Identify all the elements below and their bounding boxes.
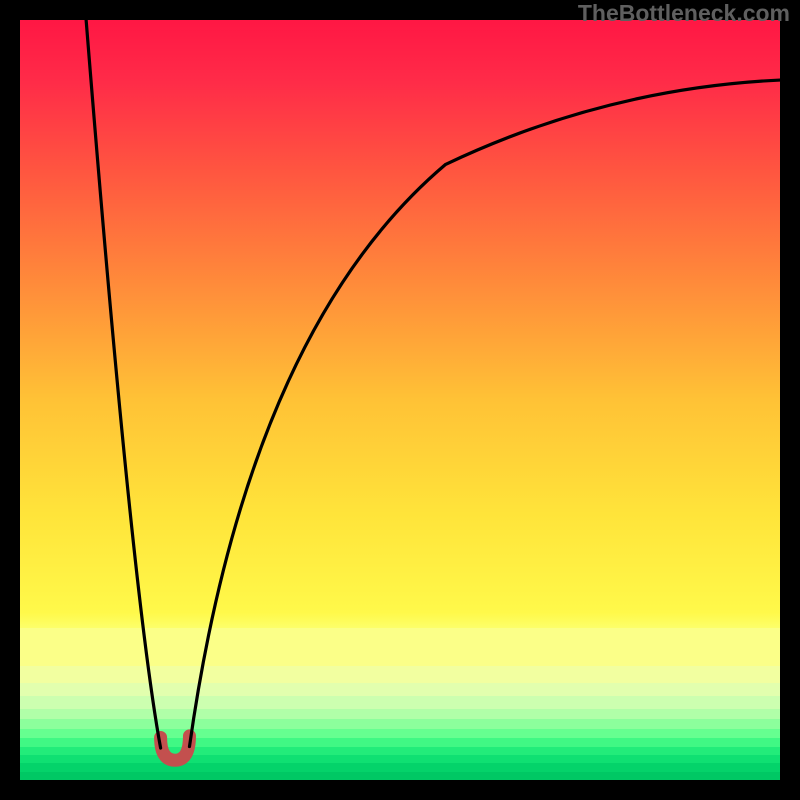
curve-right-branch [189,80,780,747]
curve-layer [20,20,780,780]
chart-outer: TheBottleneck.com [0,0,800,800]
watermark-text: TheBottleneck.com [578,0,790,27]
trough-marker [161,736,190,760]
curve-left-branch [86,20,160,748]
plot-area [20,20,780,780]
